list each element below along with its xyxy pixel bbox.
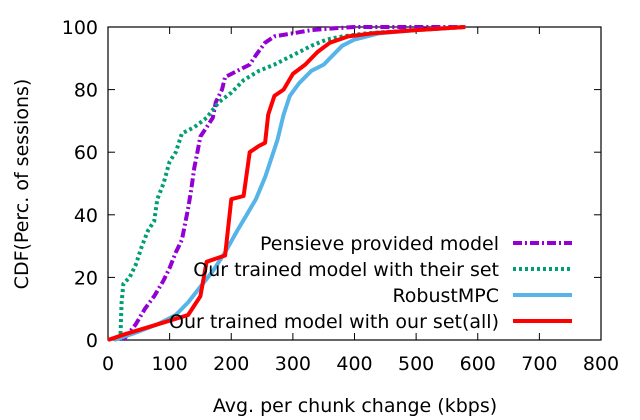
x-axis-title: Avg. per chunk change (kbps) <box>213 395 497 417</box>
x-tick-label: 400 <box>336 353 372 375</box>
series-layer <box>107 25 466 342</box>
y-tick-label: 80 <box>74 80 98 102</box>
series-line-3 <box>113 25 466 342</box>
legend-label-2: Our trained model with their set <box>193 259 499 281</box>
series-line-4 <box>107 25 466 342</box>
series-line-2 <box>118 25 466 341</box>
legend-label-1: Pensieve provided model <box>260 233 499 255</box>
x-tick-label: 700 <box>521 353 557 375</box>
y-tick-label: 100 <box>62 17 98 39</box>
series-line-1 <box>121 25 466 342</box>
x-tick-label: 800 <box>583 353 619 375</box>
y-axis-title: CDF(Perc. of sessions) <box>11 79 33 290</box>
y-axis: 0 20 40 60 80 100 <box>62 17 601 352</box>
y-tick-label: 0 <box>86 330 98 352</box>
legend-label-4: Our trained model with our set(all) <box>169 311 499 333</box>
x-tick-label: 600 <box>460 353 496 375</box>
legend: Pensieve provided model Our trained model… <box>169 233 572 333</box>
x-tick-label: 100 <box>151 353 187 375</box>
y-tick-label: 40 <box>74 205 98 227</box>
legend-label-3: RobustMPC <box>392 285 499 307</box>
y-tick-label: 20 <box>74 267 98 289</box>
x-tick-label: 300 <box>275 353 311 375</box>
x-tick-label: 500 <box>398 353 434 375</box>
x-tick-label: 200 <box>213 353 249 375</box>
x-axis: 0 100 200 300 400 500 600 700 800 <box>102 27 619 375</box>
y-tick-label: 60 <box>74 142 98 164</box>
x-tick-label: 0 <box>102 353 114 375</box>
